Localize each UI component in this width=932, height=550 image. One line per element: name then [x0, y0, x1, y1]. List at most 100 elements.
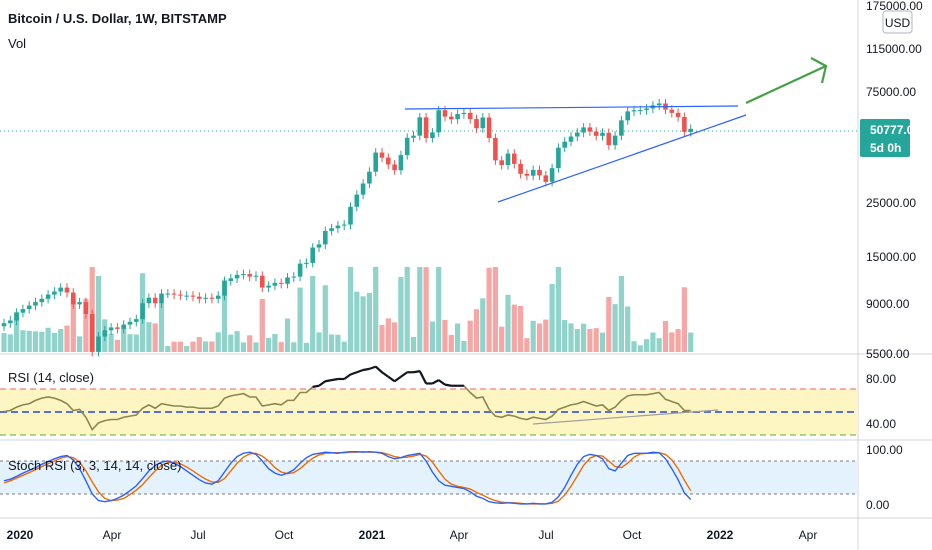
volume-bar — [266, 337, 272, 352]
candle — [354, 190, 360, 212]
volume-bar — [20, 330, 26, 352]
stoch-tick-label: 100.00 — [866, 443, 903, 457]
price-tag-value: 50777.00 — [870, 123, 920, 137]
resistance-trendline[interactable] — [404, 105, 739, 110]
volume-bar — [455, 323, 461, 352]
support-trendline[interactable] — [497, 114, 747, 203]
volume-bar — [448, 335, 454, 352]
volume-bar — [209, 341, 215, 352]
candle — [417, 112, 423, 141]
volume-bar — [228, 334, 234, 352]
candle — [45, 290, 51, 304]
volume-bar — [410, 336, 417, 352]
volume-bar — [152, 323, 158, 352]
x-tick-label: Oct — [623, 528, 642, 542]
volume-bar — [1, 333, 7, 352]
volume-bar — [83, 298, 89, 352]
candle — [631, 105, 637, 116]
candle — [171, 289, 177, 300]
candle — [190, 291, 196, 302]
candle — [411, 131, 416, 143]
candle — [285, 273, 290, 289]
rsi-overbought-segment — [418, 370, 428, 384]
candle — [656, 99, 662, 110]
bullish-arrow-head — [810, 57, 828, 84]
candle — [8, 316, 13, 328]
candle — [323, 226, 328, 249]
volume-bar — [360, 296, 366, 352]
volume-bar — [146, 322, 152, 352]
candle — [64, 283, 70, 298]
candle — [455, 109, 460, 124]
volume-bar — [259, 298, 265, 352]
currency-button[interactable] — [882, 10, 913, 34]
y-tick-label: 5500.00 — [866, 347, 910, 361]
volume-bar — [165, 346, 171, 352]
volume-bar — [492, 267, 498, 352]
rsi-overbought-segment — [356, 368, 364, 374]
candle — [335, 221, 341, 233]
x-tick-label: Jul — [190, 528, 205, 542]
volume-bar — [530, 320, 536, 352]
candle — [619, 115, 624, 141]
volume-bar — [505, 294, 511, 352]
volume-bar — [291, 342, 297, 352]
candle — [562, 137, 567, 153]
candle — [379, 148, 385, 163]
candle — [272, 278, 278, 291]
y-tick-label: 25000.00 — [866, 196, 916, 210]
volume-bar — [221, 279, 228, 352]
candle — [278, 278, 284, 289]
volume-bar — [297, 287, 303, 352]
rsi-overbought-segment — [362, 367, 370, 372]
volume-bar — [253, 342, 259, 352]
candle — [1, 318, 7, 331]
rsi-overbought-segment — [438, 379, 446, 386]
volume-bar — [656, 338, 662, 352]
candle — [222, 276, 227, 301]
volume-bar — [543, 319, 549, 352]
rsi-trendline[interactable] — [532, 409, 719, 425]
volume-bar — [158, 303, 165, 352]
rsi-overbought-segment — [343, 373, 352, 380]
candle — [260, 271, 265, 293]
volume-bar — [39, 331, 45, 352]
volume-bar — [574, 329, 580, 352]
rsi-overbought-segment — [413, 370, 420, 374]
volume-bar — [278, 342, 284, 352]
rsi-overbought-segment — [387, 375, 396, 383]
x-tick-label: Oct — [275, 528, 294, 542]
volume-bar — [373, 267, 379, 352]
stoch-tick-label: 0.00 — [866, 498, 890, 512]
candle — [20, 304, 26, 318]
candle — [304, 258, 309, 269]
y-tick-label: 75000.00 — [866, 85, 916, 99]
volume-bar — [133, 334, 139, 352]
rsi-overbought-segment — [444, 383, 452, 387]
volume-bar — [612, 304, 618, 352]
volume-bar — [385, 318, 391, 352]
volume-bar — [366, 292, 372, 352]
candle — [461, 108, 467, 119]
volume-bar — [51, 332, 57, 352]
x-tick-label: Apr — [450, 528, 469, 542]
rsi-title: RSI (14, close) — [8, 370, 94, 385]
rsi-overbought-segment — [318, 380, 326, 387]
candle — [474, 114, 479, 133]
candle — [165, 289, 171, 299]
candle — [146, 293, 152, 308]
volume-bar — [77, 336, 83, 352]
y-tick-label: 175000.00 — [866, 0, 923, 13]
candle — [241, 269, 246, 280]
candle — [486, 113, 492, 143]
x-tick-label: 2020 — [7, 528, 34, 542]
rsi-overbought-segment — [331, 377, 339, 382]
bullish-arrow-shaft[interactable] — [745, 65, 827, 104]
volume-bar — [70, 298, 76, 352]
candle — [140, 298, 145, 324]
candle — [329, 223, 334, 236]
x-tick-label: Apr — [103, 528, 122, 542]
candle — [341, 220, 347, 231]
y-tick-label: 9000.00 — [866, 297, 910, 311]
